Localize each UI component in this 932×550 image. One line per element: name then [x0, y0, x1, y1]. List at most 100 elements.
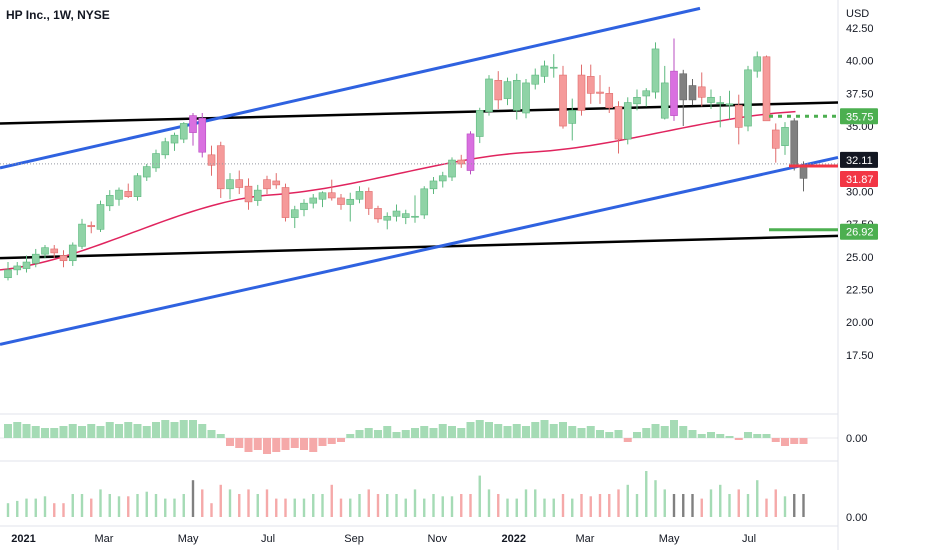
- candle: [577, 64, 586, 116]
- x-tick-label: 2021: [11, 533, 35, 545]
- oscillator-bar: [198, 424, 207, 438]
- candle-body: [115, 189, 123, 200]
- volume-bar: [756, 480, 759, 517]
- candle-body: [401, 213, 410, 218]
- volume-bar: [552, 498, 555, 517]
- candle: [253, 184, 262, 206]
- oscillator-bar: [318, 438, 327, 446]
- candle-body: [531, 74, 540, 85]
- volume-bar: [191, 480, 195, 517]
- oscillator-bar: [300, 438, 308, 450]
- candle: [596, 75, 604, 104]
- oscillator-bar: [707, 432, 715, 438]
- candle: [59, 250, 68, 268]
- oscillator-bar: [790, 438, 799, 444]
- oscillator-bar: [87, 424, 96, 438]
- candle-body: [420, 188, 429, 216]
- volume-bar: [598, 494, 602, 517]
- oscillator-bar: [633, 432, 641, 438]
- candle-body: [799, 166, 808, 179]
- oscillator-bar: [290, 438, 299, 448]
- volume-bar: [765, 498, 768, 517]
- candle-body: [374, 208, 382, 220]
- volume-bar: [256, 494, 259, 517]
- candle: [161, 137, 170, 159]
- candle-body: [660, 82, 669, 119]
- volume-bar: [774, 489, 777, 517]
- candle-body: [725, 103, 734, 106]
- candle: [688, 78, 697, 106]
- candle-body: [235, 179, 244, 188]
- volume-bar: [682, 494, 685, 517]
- oscillator-bar: [448, 426, 456, 438]
- oscillator-bar: [614, 430, 623, 438]
- volume-bar: [330, 484, 333, 517]
- volume-bar: [746, 494, 750, 517]
- candle-body: [152, 153, 160, 169]
- volume-bar: [358, 494, 361, 517]
- oscillator-bar: [96, 426, 105, 438]
- oscillator-bar: [531, 422, 540, 438]
- oscillator-bar: [115, 424, 123, 438]
- volume-bar: [691, 494, 694, 517]
- candle-body: [697, 86, 706, 98]
- candle: [50, 245, 59, 259]
- candle-body: [605, 93, 614, 109]
- volume-bar: [543, 498, 546, 517]
- candle: [318, 191, 327, 208]
- candle: [725, 90, 734, 120]
- candle: [207, 145, 216, 176]
- candle-body: [253, 189, 262, 201]
- candle: [198, 112, 207, 158]
- volume-bar: [395, 494, 398, 517]
- candle: [346, 192, 355, 222]
- oscillator-bar: [503, 426, 512, 438]
- candle-body: [734, 104, 743, 128]
- candle-body: [133, 175, 142, 197]
- x-tick-label: Mar: [576, 533, 595, 545]
- candle-body: [707, 96, 715, 103]
- oscillator-bar: [105, 422, 114, 438]
- volume-bar: [469, 494, 472, 517]
- candle-body: [466, 133, 475, 171]
- oscillator-bar: [235, 438, 244, 448]
- candle-body: [124, 191, 133, 197]
- oscillator-bar: [485, 422, 493, 438]
- candle: [420, 186, 429, 219]
- candle-body: [31, 253, 40, 264]
- volume-bar: [312, 494, 315, 517]
- channel-lower: [0, 155, 839, 346]
- volume-bar: [219, 484, 222, 517]
- candle: [263, 175, 271, 195]
- candle-body: [78, 223, 86, 247]
- candle: [309, 194, 318, 209]
- candle: [244, 178, 253, 210]
- volume-bar: [386, 494, 389, 517]
- oscillator-bar: [4, 424, 12, 438]
- volume-bar: [534, 489, 537, 517]
- oscillator-bar: [438, 424, 447, 438]
- y-tick-label: 17.50: [846, 350, 874, 362]
- volume-bar: [367, 489, 370, 517]
- oscillator-bar: [420, 426, 429, 438]
- volume-bar: [265, 489, 269, 517]
- candle-body: [457, 159, 466, 165]
- volume-bar: [423, 498, 426, 517]
- candle: [503, 77, 512, 106]
- volume-bar: [228, 489, 232, 517]
- candle: [790, 118, 799, 171]
- volume-bar: [164, 498, 167, 517]
- volume-bar: [450, 496, 454, 517]
- volume-bar: [524, 489, 528, 517]
- volume-bar: [719, 484, 722, 517]
- candle: [716, 95, 725, 128]
- candle-body: [411, 215, 419, 218]
- volume-bar: [117, 496, 121, 517]
- x-tick-label: Mar: [95, 533, 114, 545]
- oscillator-bar: [327, 438, 336, 444]
- price-tag-label: 26.92: [846, 227, 874, 239]
- candle: [762, 55, 771, 122]
- volume-bar: [497, 494, 500, 517]
- candle-body: [771, 129, 780, 149]
